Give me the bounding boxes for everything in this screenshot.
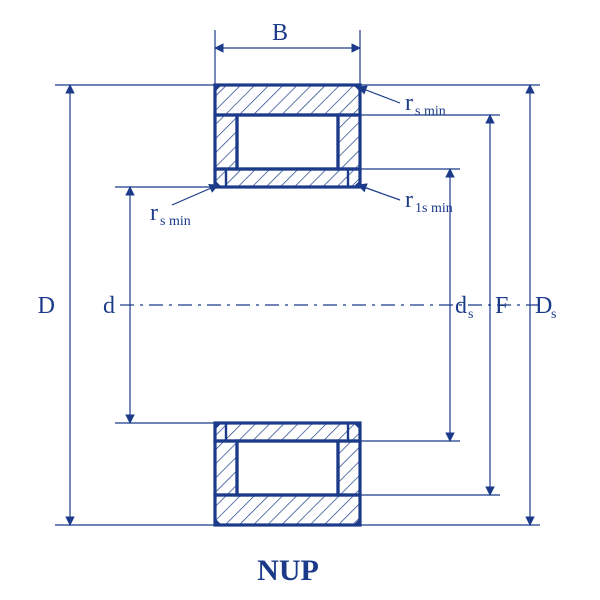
svg-text:d: d [455, 293, 467, 319]
label-ds: d s [455, 293, 473, 322]
svg-text:r: r [150, 200, 158, 226]
svg-text:r: r [405, 187, 413, 213]
lower-cross-section [215, 423, 360, 525]
label-Ds: D s [535, 293, 556, 322]
svg-text:s min: s min [415, 104, 446, 119]
label-rsmin-left: r s min [150, 200, 191, 229]
callout-rsmin-right [358, 87, 400, 103]
upper-cross-section [215, 85, 360, 187]
svg-text:s min: s min [160, 214, 191, 229]
label-D: D [38, 293, 55, 319]
svg-text:s: s [468, 307, 473, 322]
label-d: d [103, 293, 115, 319]
callout-rsmin-left [172, 185, 218, 205]
label-r1smin: r 1s min [405, 187, 453, 216]
label-rsmin-right: r s min [405, 90, 446, 119]
diagram-title: NUP [257, 554, 319, 587]
svg-text:r: r [405, 90, 413, 116]
callout-r1smin [358, 185, 400, 200]
svg-text:1s min: 1s min [415, 201, 453, 216]
svg-text:D: D [535, 293, 552, 319]
svg-text:s: s [551, 307, 556, 322]
bearing-diagram: B D d r s min r s min r 1s min d s F D s [0, 0, 600, 600]
label-B: B [272, 20, 288, 46]
label-F: F [495, 293, 508, 319]
